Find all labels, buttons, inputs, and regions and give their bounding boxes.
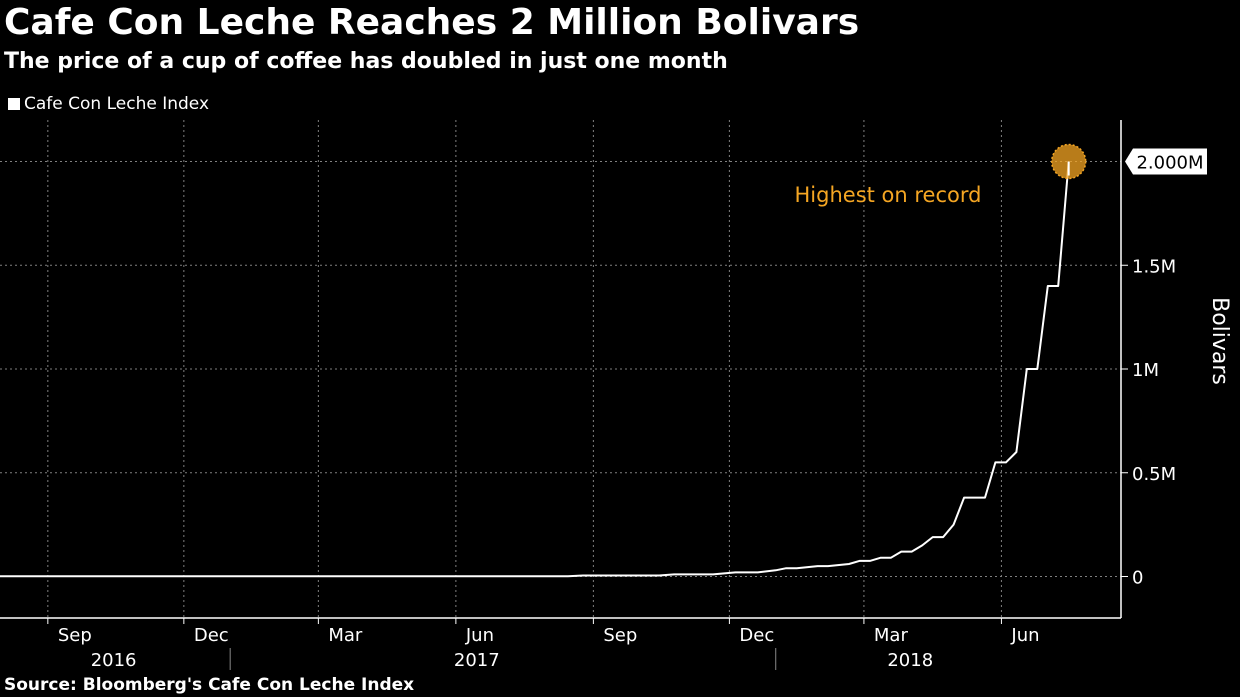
annotation-label: Highest on record [795,183,982,207]
y-tick-label: 1.5M [1132,256,1176,277]
value-callout: 2.000M [1125,148,1207,175]
year-label: 2017 [454,650,500,671]
year-label: 2018 [887,650,933,671]
y-axis-title: Bolivars [1207,297,1232,385]
year-label: 2016 [91,650,137,671]
x-tick-label: Jun [465,625,494,646]
y-tick-label: 0 [1132,568,1143,589]
x-tick-label: Mar [328,625,363,646]
value-callout-box [1125,148,1207,175]
legend: Cafe Con Leche Index [8,94,209,114]
source-note: Source: Bloomberg's Cafe Con Leche Index [4,675,415,695]
y-tick-label: 1M [1132,360,1159,381]
x-tick-label: Sep [603,625,637,646]
value-callout-label: 2.000M [1136,153,1203,174]
legend-swatch [8,98,20,110]
chart-title: Cafe Con Leche Reaches 2 Million Bolivar… [4,2,860,43]
series-line [0,161,1070,578]
chart-subtitle: The price of a cup of coffee has doubled… [4,49,728,74]
x-tick-label: Dec [194,625,229,646]
x-tick-label: Sep [58,625,92,646]
y-tick-label: 0.5M [1132,464,1176,485]
legend-label: Cafe Con Leche Index [24,94,209,114]
x-tick-label: Jun [1010,625,1039,646]
x-tick-label: Dec [739,625,774,646]
x-tick-label: Mar [874,625,909,646]
